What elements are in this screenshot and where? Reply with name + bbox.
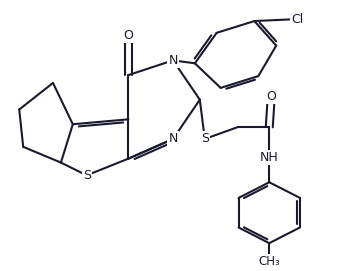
Text: N: N	[168, 133, 178, 146]
Text: O: O	[266, 90, 276, 103]
Text: S: S	[201, 133, 209, 146]
Text: CH₃: CH₃	[258, 255, 280, 268]
Text: NH: NH	[260, 151, 279, 164]
Text: N: N	[168, 54, 178, 67]
Text: S: S	[83, 169, 91, 182]
Text: O: O	[124, 29, 133, 42]
Text: Cl: Cl	[291, 12, 303, 25]
